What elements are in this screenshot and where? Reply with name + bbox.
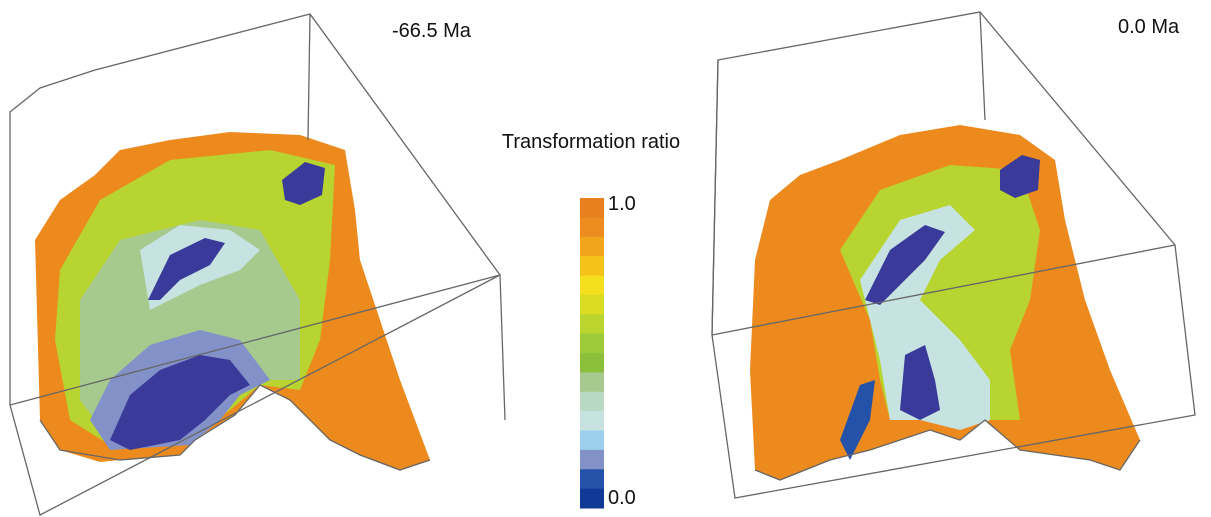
right-surface	[750, 125, 1141, 481]
colorbar-cell	[580, 391, 604, 412]
colorbar-cell	[580, 449, 604, 470]
colorbar-cell	[580, 294, 604, 315]
colorbar-cell	[580, 236, 604, 257]
left-surface	[35, 132, 431, 471]
colorbar-cell	[580, 314, 604, 335]
colorbar-cell	[580, 217, 604, 238]
colorbar-cell	[580, 488, 604, 509]
colorbar-cell	[580, 372, 604, 393]
colorbar-cell	[580, 333, 604, 354]
colorbar-cell	[580, 256, 604, 276]
colorbar-cell	[580, 353, 604, 373]
colorbar-tick-label: 1.0	[608, 193, 636, 215]
left-box	[9, 13, 506, 516]
colorbar-title: Transformation ratio	[501, 131, 681, 153]
right-box	[711, 11, 1196, 499]
panel-label: 0.0 Ma	[1118, 16, 1180, 38]
colorbar-cell	[580, 275, 604, 296]
colorbar: 1.0 0.0	[580, 193, 636, 509]
panel-label: -66.5 Ma	[392, 20, 471, 42]
colorbar-cell	[580, 198, 604, 218]
colorbar-cell	[580, 411, 604, 431]
colorbar-cell	[580, 469, 604, 490]
colorbar-tick-label: 0.0	[608, 487, 636, 509]
colorbar-cell	[580, 430, 604, 451]
